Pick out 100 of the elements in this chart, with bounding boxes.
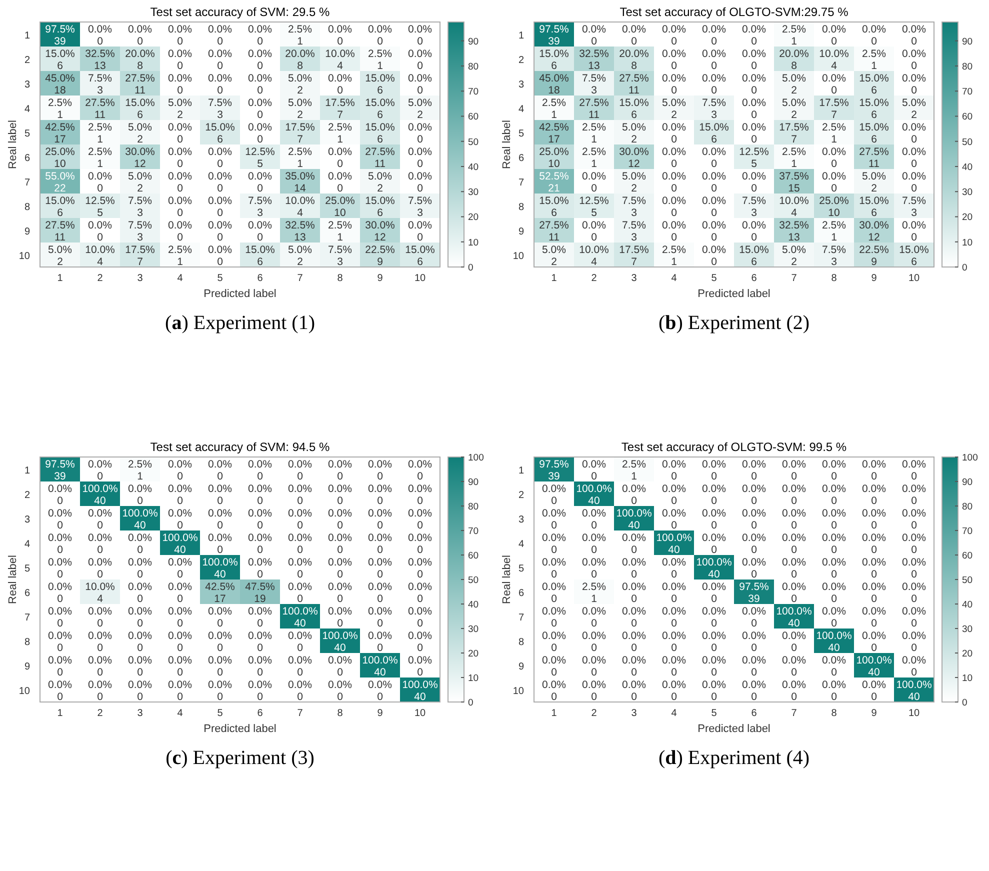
data-label: 0.0% 0 bbox=[662, 146, 686, 170]
data-label: 0.0% 0 bbox=[128, 678, 152, 703]
data-label: 0.0% 0 bbox=[542, 605, 566, 630]
data-label: 0.0% 0 bbox=[248, 48, 272, 72]
data-label: 0.0% 0 bbox=[408, 72, 432, 96]
y-axis-title: Real label bbox=[7, 555, 19, 604]
data-label: 0.0% 0 bbox=[702, 194, 726, 219]
y-tick-label: 10 bbox=[512, 250, 524, 262]
data-label: 15.0% 6 bbox=[365, 72, 395, 96]
data-label: 0.0% 0 bbox=[902, 458, 926, 482]
data-label: 0.0% 0 bbox=[582, 507, 606, 532]
data-label: 5.0% 2 bbox=[288, 244, 312, 268]
data-label: 0.0% 0 bbox=[542, 678, 566, 703]
data-label: 0.0% 0 bbox=[168, 630, 192, 654]
data-label: 0.0% 0 bbox=[328, 72, 352, 96]
data-label: 15.0% 6 bbox=[365, 121, 395, 146]
x-tick-label: 2 bbox=[591, 273, 598, 284]
x-tick-label: 5 bbox=[711, 273, 718, 284]
data-label: 0.0% 0 bbox=[542, 556, 566, 580]
data-label: 15.0% 6 bbox=[699, 121, 729, 146]
data-label: 0.0% 0 bbox=[368, 605, 392, 630]
y-tick-label: 1 bbox=[24, 465, 30, 476]
data-label: 7.5% 3 bbox=[822, 244, 846, 268]
data-label: 0.0% 0 bbox=[902, 482, 926, 507]
data-label: 5.0% 2 bbox=[862, 170, 886, 194]
data-label: 0.0% 0 bbox=[662, 630, 686, 654]
data-label: 0.0% 0 bbox=[168, 458, 192, 482]
data-label: 100.0% 40 bbox=[816, 630, 852, 654]
data-label: 0.0% 0 bbox=[208, 194, 232, 219]
y-tick-label: 2 bbox=[24, 490, 30, 501]
data-label: 0.0% 0 bbox=[582, 170, 606, 194]
data-label: 0.0% 0 bbox=[542, 532, 566, 556]
data-label: 2.5% 1 bbox=[328, 219, 352, 244]
data-label: 0.0% 0 bbox=[662, 48, 686, 72]
y-tick-label: 5 bbox=[24, 563, 30, 574]
x-tick-label: 4 bbox=[177, 708, 184, 719]
data-label: 0.0% 0 bbox=[822, 458, 846, 482]
x-tick-label: 1 bbox=[551, 708, 558, 719]
data-label: 0.0% 0 bbox=[48, 556, 72, 580]
data-label: 5.0% 2 bbox=[128, 121, 152, 146]
data-label: 0.0% 0 bbox=[582, 532, 606, 556]
data-label: 0.0% 0 bbox=[168, 482, 192, 507]
color-bar-label: 10 bbox=[468, 237, 479, 248]
data-label: 7.5% 3 bbox=[702, 96, 726, 121]
data-label: 0.0% 0 bbox=[902, 654, 926, 678]
data-label: 10.0% 4 bbox=[85, 244, 115, 268]
data-label: 7.5% 3 bbox=[742, 194, 766, 219]
data-label: 0.0% 0 bbox=[208, 630, 232, 654]
data-label: 0.0% 0 bbox=[408, 507, 432, 532]
color-bar-label: 90 bbox=[962, 477, 973, 488]
data-label: 0.0% 0 bbox=[662, 23, 686, 48]
data-label: 15.0% 6 bbox=[739, 244, 769, 268]
data-label: 5.0% 2 bbox=[368, 170, 392, 194]
x-axis-title: Predicted label bbox=[698, 723, 770, 735]
data-label: 0.0% 0 bbox=[168, 580, 192, 605]
data-label: 0.0% 0 bbox=[128, 605, 152, 630]
color-bar-label: 90 bbox=[962, 36, 973, 48]
data-label: 25.0% 10 bbox=[325, 194, 355, 219]
data-label: 25.0% 10 bbox=[45, 146, 75, 170]
data-label: 0.0% 0 bbox=[208, 23, 232, 48]
data-label: 45.0% 18 bbox=[45, 72, 75, 96]
data-label: 12.5% 5 bbox=[739, 146, 769, 170]
data-label: 5.0% 2 bbox=[288, 96, 312, 121]
data-label: 0.0% 0 bbox=[88, 630, 112, 654]
data-label: 0.0% 0 bbox=[582, 556, 606, 580]
data-label: 0.0% 0 bbox=[128, 630, 152, 654]
data-label: 17.5% 7 bbox=[125, 244, 155, 268]
data-label: 12.5% 5 bbox=[245, 146, 275, 170]
data-label: 0.0% 0 bbox=[288, 507, 312, 532]
data-label: 5.0% 2 bbox=[48, 244, 72, 268]
data-label: 0.0% 0 bbox=[662, 482, 686, 507]
data-label: 0.0% 0 bbox=[542, 482, 566, 507]
data-label: 0.0% 0 bbox=[902, 556, 926, 580]
data-label: 0.0% 0 bbox=[368, 630, 392, 654]
data-label: 0.0% 0 bbox=[168, 170, 192, 194]
data-label: 15.0% 6 bbox=[365, 194, 395, 219]
data-label: 5.0% 2 bbox=[288, 72, 312, 96]
data-label: 0.0% 0 bbox=[168, 507, 192, 532]
data-label: 0.0% 0 bbox=[902, 219, 926, 244]
data-label: 0.0% 0 bbox=[88, 532, 112, 556]
data-label: 0.0% 0 bbox=[782, 532, 806, 556]
data-label: 0.0% 0 bbox=[128, 654, 152, 678]
data-label: 0.0% 0 bbox=[168, 121, 192, 146]
data-label: 17.5% 7 bbox=[325, 96, 355, 121]
y-tick-label: 6 bbox=[24, 588, 30, 599]
data-label: 0.0% 0 bbox=[408, 219, 432, 244]
data-label: 0.0% 0 bbox=[622, 532, 646, 556]
data-label: 0.0% 0 bbox=[168, 605, 192, 630]
data-label: 15.0% 6 bbox=[45, 194, 75, 219]
data-label: 0.0% 0 bbox=[822, 580, 846, 605]
data-label: 100.0% 40 bbox=[856, 654, 892, 678]
data-label: 0.0% 0 bbox=[742, 482, 766, 507]
data-label: 0.0% 0 bbox=[902, 605, 926, 630]
data-label: 7.5% 3 bbox=[622, 219, 646, 244]
data-label: 0.0% 0 bbox=[702, 678, 726, 703]
data-label: 15.0% 6 bbox=[539, 48, 569, 72]
x-tick-label: 10 bbox=[414, 273, 426, 284]
data-label: 97.5% 39 bbox=[45, 458, 75, 482]
data-label: 10.0% 4 bbox=[819, 48, 849, 72]
x-tick-label: 6 bbox=[751, 273, 758, 284]
